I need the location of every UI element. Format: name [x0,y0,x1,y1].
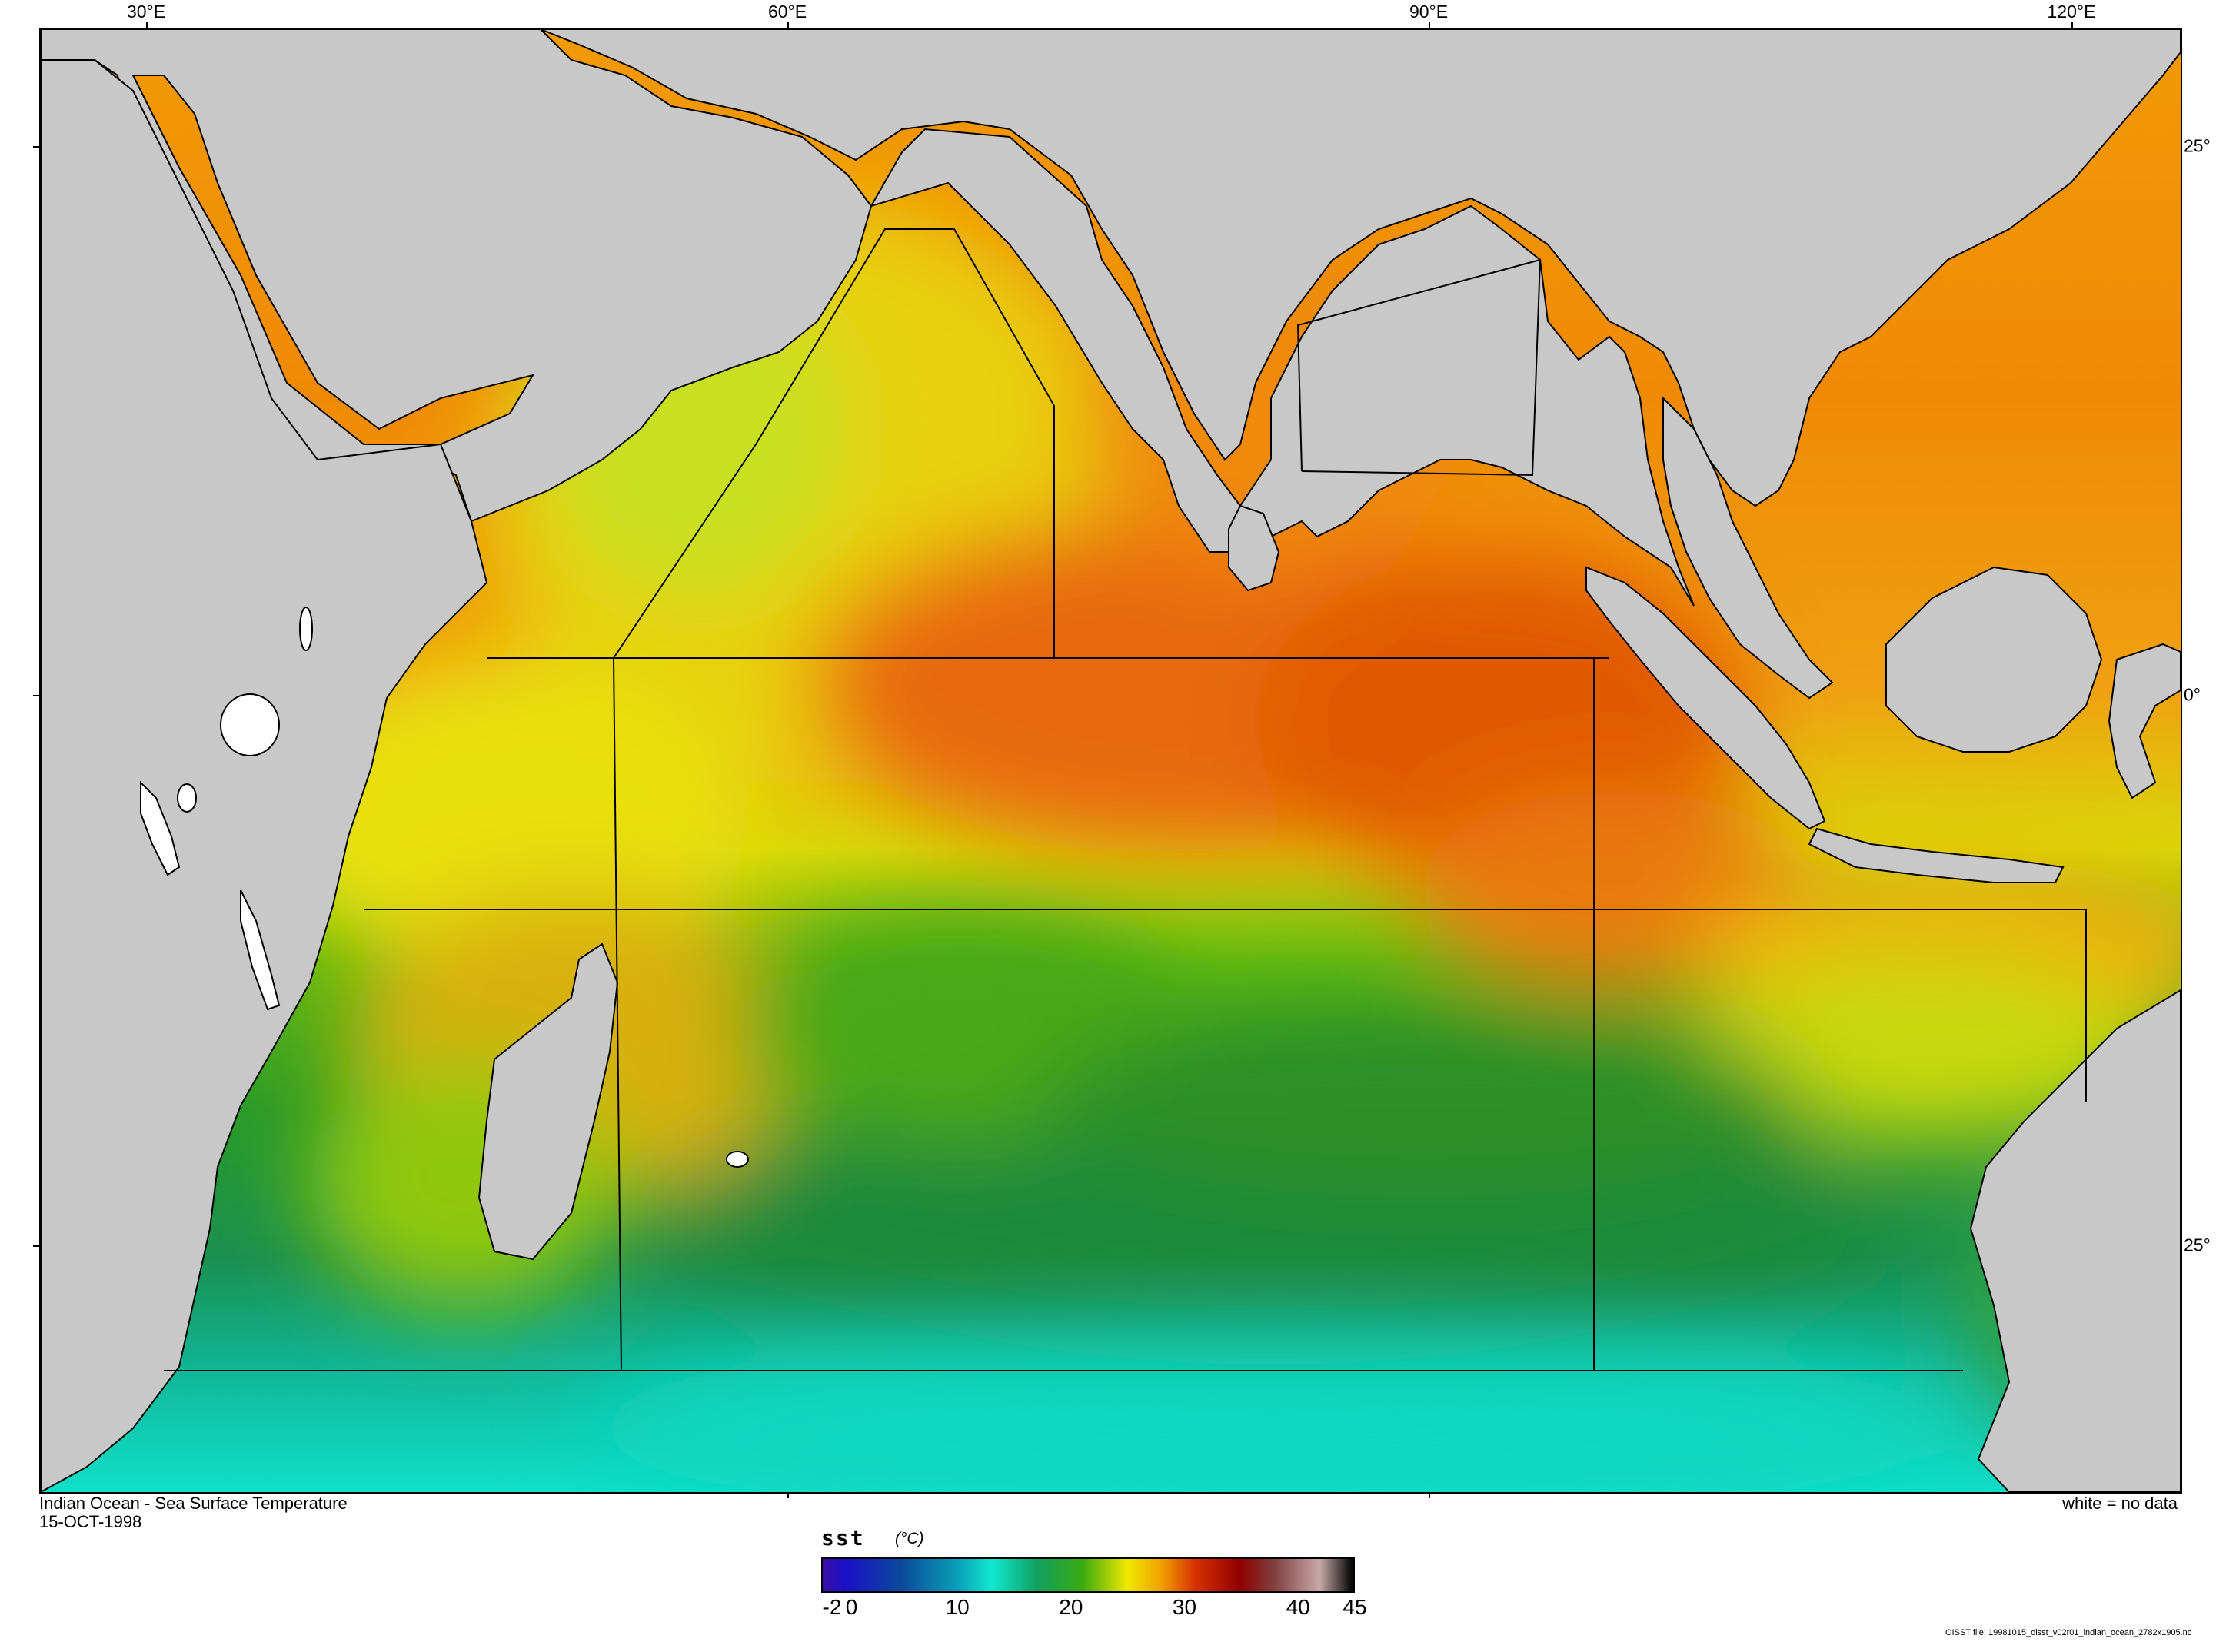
tick-left-equator [33,695,39,696]
colorbar-tick-label: -2 [822,1595,842,1619]
small-lake-2 [299,607,313,651]
arabian-sea-region [613,228,1055,659]
malay-peninsula [1662,396,1834,700]
sri-lanka [1228,504,1280,592]
colorbar-tick-label: 0 [845,1595,858,1619]
colorbar [821,1557,1355,1593]
small-island-no-data [726,1151,749,1168]
lon-label-90e: 90°E [1409,2,1449,22]
borneo [1885,566,2103,753]
colorbar-tick-label: 10 [945,1595,970,1619]
colorbar-tick-label: 20 [1059,1595,1083,1619]
colorbar-unit: (°C) [895,1530,924,1547]
india [869,128,1695,607]
colorbar-tick-label: 30 [1172,1595,1197,1619]
colorbar-variable: sst [821,1525,865,1551]
java [1808,827,2065,883]
tick-top-120e [2071,22,2073,28]
sst-map[interactable] [39,28,2182,1494]
sulawesi [2108,643,2181,799]
madagascar [477,942,619,1261]
colorbar-tick-label: 45 [1343,1595,1367,1619]
africa-east-coast [41,59,488,1492]
sst-map-canvas [41,29,2181,1492]
lake-victoria [220,693,280,756]
lon-label-30e: 30°E [126,2,166,22]
boundary-meridian-west [613,657,622,1371]
tick-left-25n [33,146,39,148]
asia-north-band [540,29,2181,507]
australia [1969,989,2181,1492]
lon-label-120e: 120°E [2047,2,2096,22]
land [41,29,2181,1492]
sumatra [1585,566,1826,830]
lat-label-25n: 25° [2184,135,2211,156]
tick-bottom-60e [787,1492,789,1498]
tick-bottom-90e [1429,1492,1430,1498]
colorbar-tick-label: 40 [1286,1595,1310,1619]
tick-top-60e [787,22,789,28]
file-label: OISST file: 19981015_oisst_v02r01_indian… [1945,1628,2192,1637]
map-date: 15-OCT-1998 [39,1512,142,1531]
no-data-note: white = no data [2062,1494,2178,1513]
tick-top-30e [146,22,148,28]
lake-tanganyika [140,780,181,876]
no-data-areas [140,607,749,1168]
bay-of-bengal-region [1296,258,1542,477]
small-lake-1 [177,783,197,813]
lat-label-equator: 0° [2184,684,2201,705]
lon-label-60e: 60°E [767,2,807,22]
tick-left-25s [33,1245,39,1247]
lat-label-25s: 25° [2184,1235,2211,1255]
map-title: Indian Ocean - Sea Surface Temperature [39,1494,348,1513]
east-boundary [2025,909,2087,1102]
tick-top-90e [1429,22,1430,28]
region-boundaries [164,228,2087,1371]
lake-malawi [240,889,281,1011]
